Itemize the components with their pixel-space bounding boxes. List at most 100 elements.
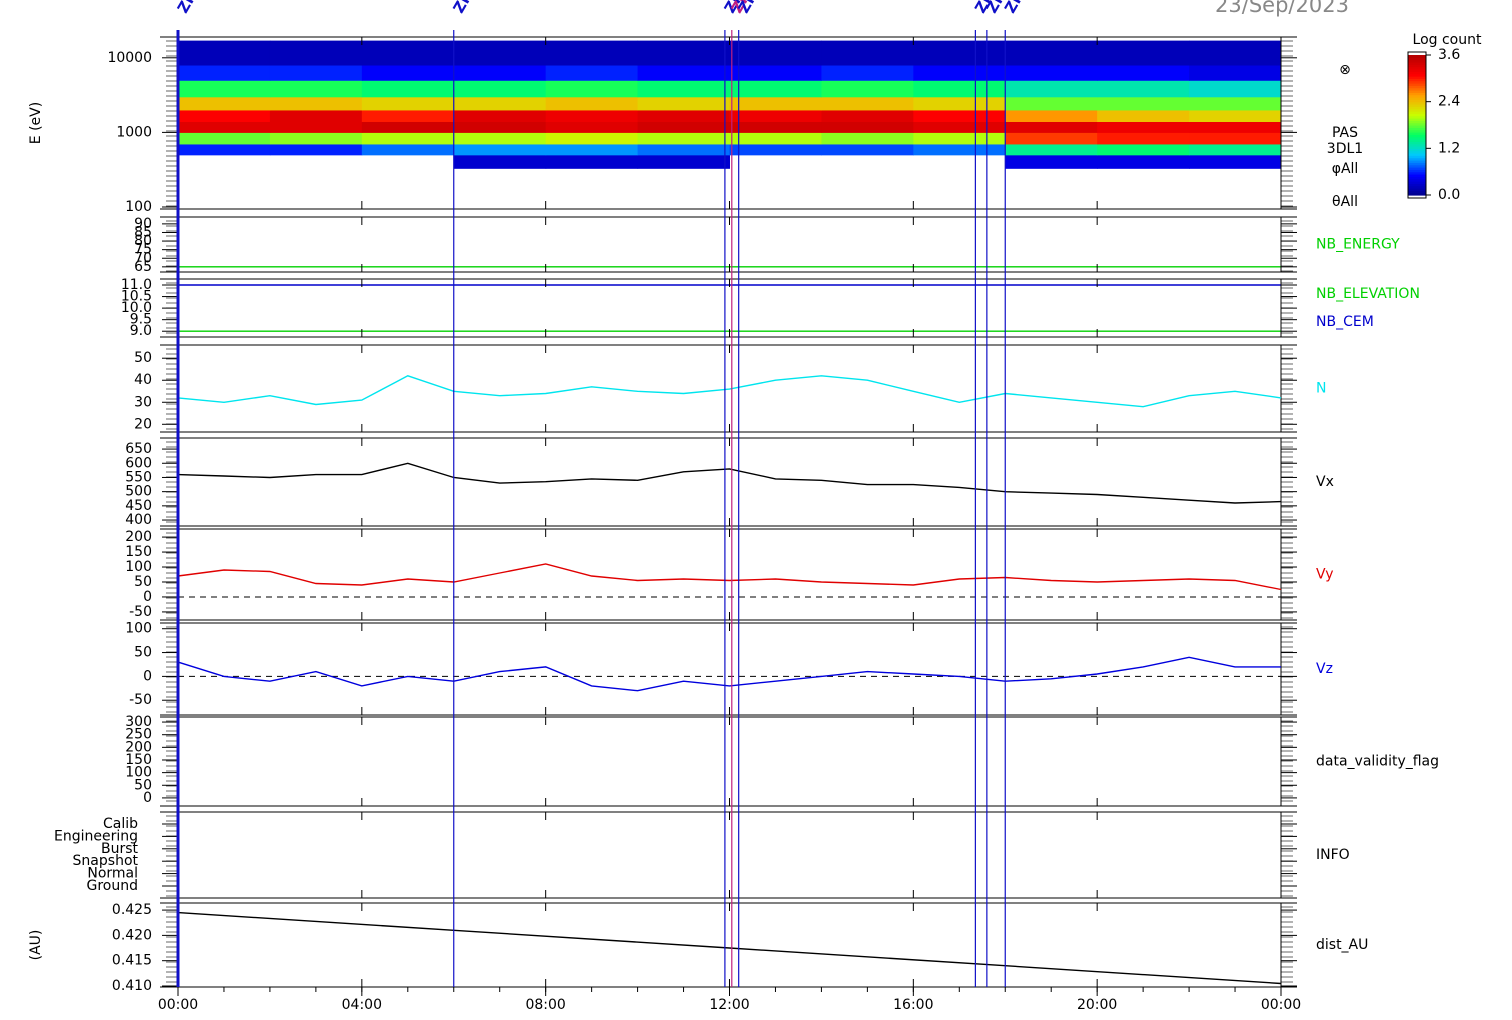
series-label: dist_AU [1316,937,1368,953]
colorbar-step [1408,185,1426,189]
heatmap-cell [361,96,455,111]
y-tick-label: 300 [125,714,152,730]
y-tick-label: 550 [125,469,152,485]
heatmap-cell [178,65,271,81]
y-tick-label: 100 [125,559,152,575]
heatmap-cell [453,121,547,133]
y-tick-label: 75 [134,242,152,258]
heatmap-cell [913,109,1006,122]
colorbar-step [1408,57,1426,61]
side-label: 3DL1 [1327,141,1363,157]
heatmap-cell [1097,40,1190,66]
heatmap-cell [545,154,639,169]
colorbar-step [1408,139,1426,142]
y-tick-label: 600 [125,455,152,471]
heatmap-cell [269,96,363,111]
colorbar-step [1408,129,1426,133]
y-category-label: Engineering [54,828,138,844]
chart-title: 23/Sep/2023 [1215,0,1349,17]
colorbar-step [1408,192,1426,196]
heatmap-cell [361,132,455,145]
heatmap-cell [1189,154,1282,169]
heatmap-cell [269,132,363,145]
heatmap-cell [453,154,547,169]
colorbar-step [1408,174,1426,177]
heatmap-cell [361,109,455,122]
x-tick-label: 12:00 [709,997,749,1013]
heatmap-cell [545,65,639,81]
colorbar-step [1408,59,1426,63]
series-line [177,375,1282,408]
heatmap-cell [1005,40,1098,66]
y-tick-label: 50 [134,574,152,590]
heatmap-cell [361,143,455,156]
heatmap-cell [178,80,271,98]
heatmap-cell [269,80,363,98]
y-tick-label: 500 [125,484,152,500]
heatmap-cell [1189,121,1282,133]
heatmap-cell [729,143,822,156]
heatmap-cell [821,132,914,145]
y-tick-label: 200 [125,739,152,755]
y-tick-label: 11.0 [121,277,152,293]
heatmap-cell [913,40,1006,66]
y-tick-label: 0.415 [112,953,152,969]
y-tick-label: 50 [134,777,152,793]
heatmap-cell [269,121,363,133]
y-tick-label: -50 [129,692,152,708]
colorbar-step [1408,148,1426,152]
colorbar-step [1408,78,1426,82]
heatmap-cell [545,143,639,156]
y-axis-label: E (eV) [28,102,44,144]
y-tick-label: 0.425 [112,902,152,918]
heatmap-cell [1097,65,1190,81]
heatmap-cell [269,40,363,66]
heatmap-cell [729,96,822,111]
x-tick-label: 04:00 [342,997,382,1013]
series-line [177,656,1281,692]
y-tick-label: 30 [134,394,152,410]
y-category-label: Burst [101,841,139,857]
colorbar-step [1408,76,1426,79]
heatmap-cell [637,132,730,145]
colorbar-step [1408,62,1426,65]
heatmap-cell [1189,80,1282,98]
heatmap-cell [729,80,822,98]
x-tick-label: 16:00 [893,997,933,1013]
y-tick-label: 200 [125,529,152,545]
heatmap-cell [821,143,914,156]
colorbar-step [1408,104,1426,107]
y-category-label: Calib [103,816,138,832]
x-tick-label: 00:00 [158,997,198,1013]
side-label: θAll [1332,194,1358,210]
y-tick-label: 50 [134,350,152,366]
heatmap-cell [1097,121,1190,133]
colorbar-step [1408,127,1426,131]
heatmap-cell [361,65,455,81]
colorbar-step [1408,132,1426,135]
heatmap-cell [821,96,914,111]
heatmap-cell [178,132,271,145]
y-tick-label: 9.0 [130,323,152,339]
y-tick-label: 400 [125,512,152,528]
heatmap-cell [1005,154,1098,169]
heatmap-cell [1097,154,1190,169]
colorbar-step [1408,106,1426,110]
heatmap-cell [1189,65,1282,81]
y-tick-label: 450 [125,498,152,514]
series-label: Vx [1316,474,1334,490]
annotation-label: ZIAS [450,0,485,16]
y-tick-label: -50 [129,604,152,620]
y-tick-label: 65 [134,259,152,275]
colorbar-frame [1407,51,1427,199]
colorbar-step [1408,125,1426,128]
heatmap-cell [269,65,363,81]
y-tick-label: 9.5 [130,312,152,328]
y-tick-label: 100 [125,621,152,637]
annotation-label: ZIAS [1001,0,1036,16]
heatmap-cell [545,109,639,122]
heatmap-cell [1005,96,1098,111]
colorbar-step [1408,66,1426,70]
series-label: Vy [1316,567,1334,583]
